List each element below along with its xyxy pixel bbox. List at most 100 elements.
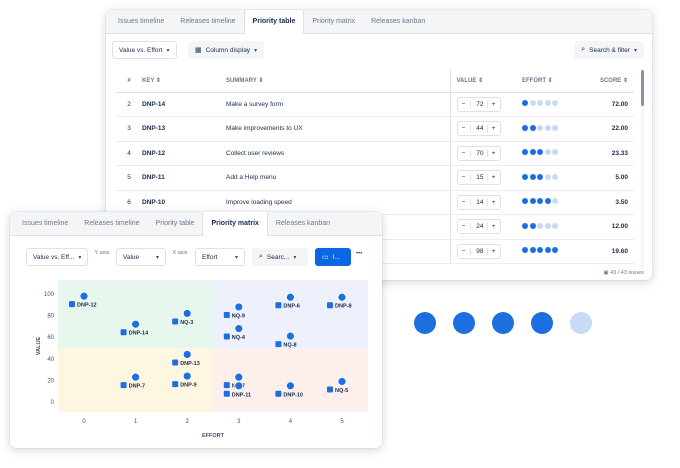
issue-key[interactable]: DNP-14 — [142, 92, 226, 117]
effort-dot[interactable] — [529, 100, 536, 107]
table-row[interactable]: 6 DNP-10 Improve loading speed −14 +3.50 — [116, 190, 634, 215]
checkbox-icon[interactable] — [223, 311, 230, 318]
effort-dot[interactable] — [544, 173, 551, 180]
minus-icon[interactable]: − — [461, 247, 466, 255]
checkbox-icon[interactable] — [275, 302, 282, 309]
tab-releases-kanban[interactable]: Releases kanban — [371, 18, 426, 25]
table-row[interactable]: 4 DNP-12 Collect user reviews −70 +23.33 — [116, 141, 634, 166]
display-settings-button[interactable]: ▭ I... — [315, 248, 351, 266]
effort-dot[interactable] — [552, 149, 558, 156]
effort-dot[interactable] — [522, 124, 528, 131]
effort-dot[interactable] — [522, 149, 528, 156]
effort-dot[interactable] — [529, 247, 536, 254]
minus-icon[interactable]: − — [461, 174, 466, 182]
plus-icon[interactable]: + — [491, 100, 496, 108]
column-display-button[interactable]: ▦ Column display ▾ — [188, 41, 265, 59]
table-scrollbar[interactable] — [641, 70, 644, 270]
value-stepper[interactable]: −98 + — [456, 243, 501, 259]
data-point[interactable] — [285, 292, 295, 302]
effort-rating[interactable] — [522, 141, 590, 166]
column-header-effort[interactable]: EFFORT ⇕ — [522, 70, 590, 93]
value-input[interactable]: 72 — [469, 100, 488, 108]
plus-icon[interactable]: + — [491, 149, 496, 157]
value-stepper[interactable]: −44 + — [456, 121, 501, 137]
effort-dot[interactable] — [552, 124, 558, 131]
effort-rating[interactable] — [522, 165, 590, 191]
effort-dot[interactable] — [544, 149, 551, 156]
column-header-summary[interactable]: SUMMARY ⇕ — [226, 70, 450, 93]
tab-releases-timeline[interactable]: Releases timeline — [180, 18, 236, 25]
search-button[interactable]: ⌕ Searc... ▾ — [252, 248, 308, 266]
view-select[interactable]: Value vs. Eff... ▾ — [26, 248, 88, 266]
data-point[interactable] — [79, 291, 89, 301]
plus-icon[interactable]: + — [491, 125, 496, 133]
scrollbar-thumb[interactable] — [641, 70, 644, 106]
value-stepper[interactable]: −15 + — [456, 170, 501, 186]
data-point[interactable] — [337, 292, 347, 302]
tab-releases-kanban[interactable]: Releases kanban — [275, 220, 331, 227]
plus-icon[interactable]: + — [491, 247, 496, 255]
value-input[interactable]: 14 — [469, 198, 488, 206]
effort-dot[interactable] — [552, 222, 558, 229]
effort-dot[interactable] — [537, 247, 543, 254]
tab-issues-timeline[interactable]: Issues timeline — [118, 18, 165, 25]
data-point[interactable] — [285, 381, 295, 391]
value-stepper[interactable]: −70 + — [456, 145, 501, 161]
effort-dot[interactable] — [529, 124, 536, 131]
checkbox-icon[interactable] — [172, 318, 179, 325]
effort-dot[interactable] — [537, 198, 543, 205]
value-input[interactable]: 44 — [469, 125, 488, 133]
checkbox-icon[interactable] — [120, 329, 127, 336]
tab-priority-matrix[interactable]: Priority matrix — [312, 18, 356, 25]
checkbox-icon[interactable] — [172, 359, 179, 366]
minus-icon[interactable]: − — [461, 100, 466, 108]
checkbox-icon[interactable] — [223, 390, 230, 397]
effort-dot[interactable] — [537, 100, 543, 107]
effort-dot[interactable] — [552, 173, 558, 180]
data-point[interactable] — [285, 331, 295, 341]
plus-icon[interactable]: + — [491, 198, 496, 206]
issue-key[interactable]: DNP-11 — [142, 165, 226, 191]
data-point[interactable] — [234, 302, 244, 312]
checkbox-icon[interactable] — [120, 382, 127, 389]
minus-icon[interactable]: − — [461, 223, 466, 231]
minus-icon[interactable]: − — [461, 198, 466, 206]
effort-dot[interactable] — [537, 222, 543, 229]
issue-key[interactable]: DNP-12 — [142, 141, 226, 166]
view-select[interactable]: Value vs. Effort ▾ — [112, 41, 177, 59]
table-row[interactable]: 5 DNP-11 Add a Help menu −15 +5.00 — [116, 165, 634, 191]
effort-dot[interactable] — [522, 247, 528, 254]
effort-dot[interactable] — [522, 173, 528, 180]
effort-dot[interactable] — [537, 149, 543, 156]
checkbox-icon[interactable] — [223, 333, 230, 340]
data-point[interactable] — [182, 350, 192, 359]
effort-dot[interactable] — [544, 222, 551, 229]
plus-icon[interactable]: + — [491, 223, 496, 231]
checkbox-icon[interactable] — [69, 301, 75, 308]
effort-rating[interactable] — [522, 214, 590, 240]
column-header-key[interactable]: KEY ⇕ — [142, 70, 226, 93]
more-options-icon[interactable]: ••• — [356, 251, 363, 257]
issue-summary[interactable]: Add a Help menu — [226, 165, 450, 191]
issue-summary[interactable]: Make improvements to UX — [226, 116, 450, 142]
checkbox-icon[interactable] — [327, 302, 333, 309]
search-filter-button[interactable]: ⌕ Search & filter ▾ — [574, 41, 644, 59]
effort-rating[interactable] — [522, 239, 590, 264]
value-input[interactable]: 98 — [469, 247, 488, 255]
issue-summary[interactable]: Make a survey form — [226, 92, 450, 117]
data-point[interactable] — [182, 371, 192, 381]
effort-dot[interactable] — [522, 222, 528, 229]
value-stepper[interactable]: −24 + — [456, 219, 501, 235]
value-stepper[interactable]: −72 + — [456, 96, 501, 112]
data-point[interactable] — [131, 372, 140, 382]
tab-priority-matrix[interactable]: Priority matrix — [202, 212, 268, 236]
value-input[interactable]: 15 — [469, 174, 488, 182]
minus-icon[interactable]: − — [461, 149, 466, 157]
table-row[interactable]: 2 DNP-14 Make a survey form −72 +72.00 — [116, 92, 634, 117]
data-point[interactable] — [337, 377, 347, 386]
data-point[interactable] — [131, 319, 140, 329]
effort-dot[interactable] — [544, 198, 551, 205]
effort-dot[interactable] — [537, 173, 543, 180]
effort-dot[interactable] — [544, 124, 551, 131]
tab-priority-table[interactable]: Priority table — [243, 10, 305, 34]
